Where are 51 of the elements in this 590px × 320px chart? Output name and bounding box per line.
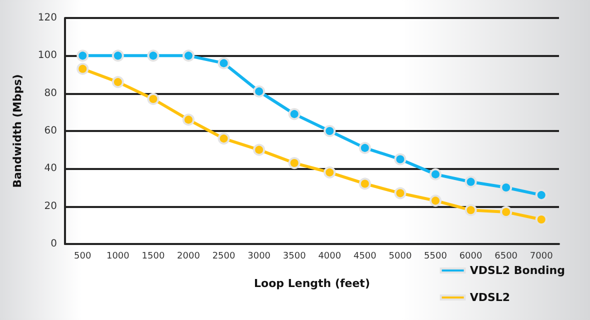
x-tick-label: 6500 xyxy=(494,252,518,262)
point xyxy=(182,50,194,62)
y-tick-label: 80 xyxy=(44,88,57,99)
y-tick-label: 40 xyxy=(44,163,57,174)
point xyxy=(430,194,442,207)
point xyxy=(430,168,442,180)
x-axis-title: Loop Length (feet) xyxy=(254,277,370,290)
x-tick-label: 2000 xyxy=(177,252,200,262)
point xyxy=(358,178,371,190)
point xyxy=(253,144,266,156)
y-tick-label: 100 xyxy=(38,50,57,62)
point xyxy=(324,125,336,137)
point xyxy=(253,85,266,98)
point xyxy=(394,187,406,200)
x-tick-label: 4500 xyxy=(353,252,377,262)
point xyxy=(358,142,371,154)
x-tick-label: 3500 xyxy=(282,252,306,262)
point xyxy=(218,57,230,70)
point xyxy=(147,50,160,62)
point xyxy=(147,92,160,105)
legend-label: VDSL2 Bonding xyxy=(470,264,566,277)
y-tick-label: 0 xyxy=(50,238,57,250)
x-tick-label: 1000 xyxy=(106,252,130,262)
point xyxy=(182,114,194,126)
point xyxy=(324,166,336,178)
point xyxy=(394,153,406,166)
point xyxy=(288,157,300,170)
x-tick-label: 5500 xyxy=(424,252,448,262)
x-tick-label: 2500 xyxy=(212,252,236,262)
y-axis-title: Bandwidth (Mbps) xyxy=(11,74,24,188)
y-tick-label: 120 xyxy=(38,12,57,24)
point xyxy=(112,50,124,62)
point xyxy=(76,50,89,62)
x-tick-label: 5000 xyxy=(388,252,412,262)
point xyxy=(464,204,477,216)
x-tick-label: 1500 xyxy=(142,252,165,262)
point xyxy=(218,132,230,145)
x-tick-label: 7000 xyxy=(530,252,554,262)
y-tick-label: 60 xyxy=(44,126,57,136)
point xyxy=(288,108,300,120)
x-tick-label: 500 xyxy=(74,252,92,262)
point xyxy=(464,176,477,188)
point xyxy=(112,76,124,88)
point xyxy=(500,182,512,194)
y-tick-label: 20 xyxy=(44,200,57,212)
point xyxy=(500,206,512,218)
point xyxy=(76,62,89,75)
x-tick-label: 6000 xyxy=(459,252,483,262)
x-tick-label: 4000 xyxy=(318,252,342,262)
x-tick-label: 3000 xyxy=(248,252,271,262)
legend-label: VDSL2 xyxy=(470,291,510,304)
